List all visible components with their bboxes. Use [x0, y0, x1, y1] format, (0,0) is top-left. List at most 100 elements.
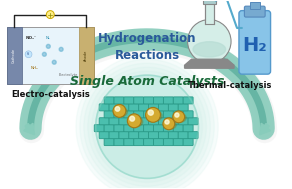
FancyBboxPatch shape [94, 125, 104, 132]
Circle shape [96, 75, 199, 178]
FancyBboxPatch shape [99, 132, 109, 139]
Circle shape [88, 67, 206, 186]
FancyBboxPatch shape [144, 97, 154, 104]
FancyBboxPatch shape [173, 111, 183, 118]
FancyBboxPatch shape [119, 118, 129, 125]
Circle shape [163, 118, 175, 130]
FancyBboxPatch shape [114, 125, 124, 132]
FancyBboxPatch shape [173, 125, 183, 132]
Text: NO₂⁻: NO₂⁻ [26, 36, 37, 40]
FancyBboxPatch shape [178, 104, 188, 111]
FancyBboxPatch shape [119, 104, 129, 111]
FancyBboxPatch shape [104, 139, 114, 146]
FancyBboxPatch shape [173, 139, 183, 146]
Text: Single Atom Catalysts: Single Atom Catalysts [70, 75, 224, 88]
Circle shape [165, 120, 169, 124]
FancyBboxPatch shape [129, 118, 139, 125]
FancyBboxPatch shape [154, 125, 164, 132]
FancyBboxPatch shape [149, 104, 159, 111]
FancyBboxPatch shape [159, 132, 168, 139]
FancyBboxPatch shape [124, 139, 134, 146]
Text: N₂: N₂ [46, 36, 51, 40]
FancyArrow shape [260, 123, 270, 135]
Circle shape [115, 107, 120, 111]
FancyBboxPatch shape [154, 111, 164, 118]
Ellipse shape [173, 113, 186, 122]
FancyBboxPatch shape [119, 132, 129, 139]
FancyBboxPatch shape [144, 139, 154, 146]
Text: Cathode: Cathode [12, 48, 16, 63]
Ellipse shape [113, 107, 128, 117]
Text: H₂: H₂ [27, 52, 30, 56]
Text: Thermal-catalysis: Thermal-catalysis [188, 81, 272, 90]
Circle shape [127, 114, 141, 128]
FancyBboxPatch shape [164, 97, 173, 104]
FancyBboxPatch shape [144, 111, 154, 118]
FancyBboxPatch shape [104, 125, 114, 132]
FancyBboxPatch shape [178, 118, 188, 125]
Circle shape [175, 113, 179, 117]
FancyBboxPatch shape [183, 111, 193, 118]
Circle shape [130, 116, 135, 121]
FancyBboxPatch shape [173, 97, 183, 104]
Circle shape [84, 63, 210, 189]
FancyBboxPatch shape [239, 11, 271, 74]
FancyBboxPatch shape [164, 125, 173, 132]
Text: NH₃: NH₃ [31, 66, 38, 70]
FancyBboxPatch shape [188, 118, 198, 125]
Circle shape [80, 59, 214, 189]
Circle shape [173, 111, 185, 123]
FancyBboxPatch shape [7, 26, 22, 84]
Text: Hydrogenation
Reactions: Hydrogenation Reactions [98, 32, 196, 62]
FancyBboxPatch shape [109, 118, 119, 125]
FancyBboxPatch shape [183, 97, 193, 104]
FancyBboxPatch shape [99, 104, 109, 111]
FancyBboxPatch shape [168, 104, 178, 111]
FancyBboxPatch shape [159, 118, 168, 125]
FancyBboxPatch shape [79, 26, 94, 84]
Circle shape [187, 19, 231, 63]
FancyBboxPatch shape [109, 104, 119, 111]
Circle shape [42, 52, 46, 56]
FancyBboxPatch shape [114, 139, 124, 146]
FancyBboxPatch shape [129, 104, 139, 111]
FancyBboxPatch shape [168, 118, 178, 125]
Circle shape [113, 105, 126, 117]
Ellipse shape [163, 120, 176, 129]
FancyBboxPatch shape [134, 125, 144, 132]
FancyBboxPatch shape [164, 111, 173, 118]
FancyBboxPatch shape [99, 118, 109, 125]
FancyBboxPatch shape [168, 132, 178, 139]
FancyBboxPatch shape [114, 97, 124, 104]
FancyBboxPatch shape [7, 26, 94, 84]
FancyBboxPatch shape [203, 0, 216, 4]
Circle shape [146, 107, 160, 122]
FancyBboxPatch shape [154, 97, 164, 104]
FancyBboxPatch shape [139, 118, 149, 125]
FancyBboxPatch shape [104, 111, 114, 118]
Text: H₂: H₂ [242, 36, 267, 55]
FancyBboxPatch shape [250, 2, 260, 9]
FancyBboxPatch shape [178, 132, 188, 139]
FancyBboxPatch shape [139, 104, 149, 111]
FancyBboxPatch shape [114, 111, 124, 118]
Polygon shape [185, 59, 234, 68]
FancyBboxPatch shape [139, 132, 149, 139]
Circle shape [52, 60, 56, 64]
FancyBboxPatch shape [205, 2, 214, 23]
Circle shape [25, 51, 32, 58]
FancyBboxPatch shape [134, 139, 144, 146]
Circle shape [148, 110, 153, 115]
FancyBboxPatch shape [109, 132, 119, 139]
FancyBboxPatch shape [149, 132, 159, 139]
FancyBboxPatch shape [244, 6, 265, 17]
Circle shape [46, 11, 54, 19]
FancyBboxPatch shape [164, 139, 173, 146]
FancyBboxPatch shape [134, 97, 144, 104]
Text: Anode: Anode [84, 50, 88, 61]
Text: Electro-catalysis: Electro-catalysis [11, 90, 90, 99]
FancyBboxPatch shape [124, 111, 134, 118]
FancyBboxPatch shape [149, 118, 159, 125]
FancyBboxPatch shape [134, 111, 144, 118]
Ellipse shape [146, 110, 162, 121]
